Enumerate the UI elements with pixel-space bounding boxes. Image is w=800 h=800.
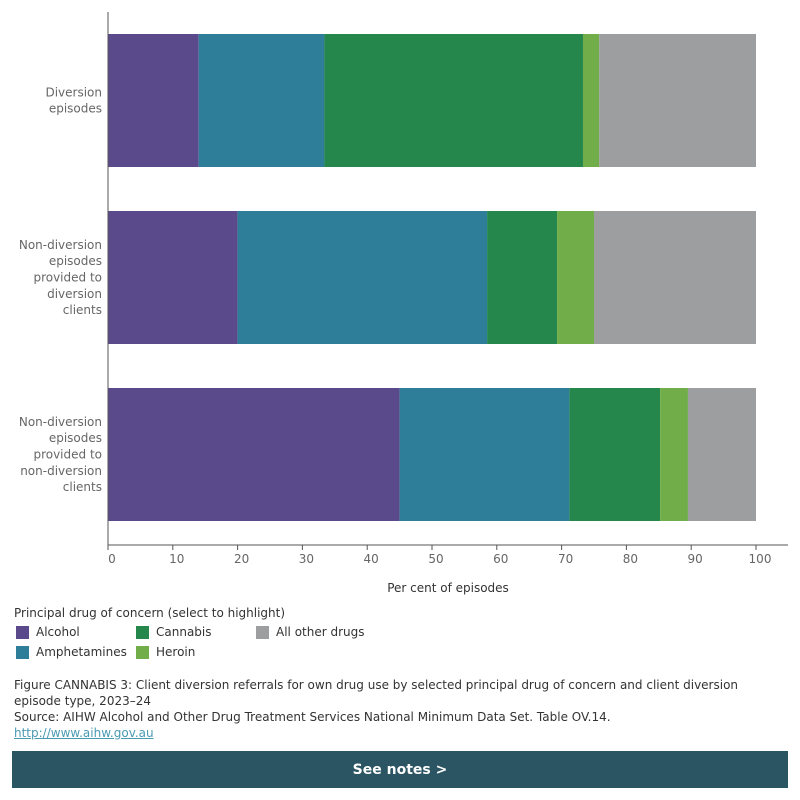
x-axis-title: Per cent of episodes: [387, 581, 509, 595]
category-labels: Diversion episodes Non-diversion episodes pr…: [19, 85, 102, 494]
source-link[interactable]: http://www.aihw.gov.au: [14, 726, 154, 740]
bar-segment-alcohol-1[interactable]: [108, 34, 199, 167]
x-tick-label-90: 90: [688, 552, 703, 566]
bars-group: [108, 34, 756, 521]
see-notes-button[interactable]: See notes >: [12, 751, 788, 788]
legend-item-heroin[interactable]: Heroin: [136, 645, 195, 659]
legend-swatch-heroin: [136, 646, 149, 659]
figure-caption: Figure CANNABIS 3: Client diversion refe…: [14, 677, 784, 741]
legend-swatch-cannabis: [136, 626, 149, 639]
category-label-1: Diversion episodes: [45, 85, 102, 115]
x-tick-label-80: 80: [623, 552, 638, 566]
bar-segment-cannabis-1[interactable]: [324, 34, 583, 167]
legend-item-all-other-drugs[interactable]: All other drugs: [256, 625, 365, 639]
legend-title: Principal drug of concern (select to hig…: [14, 606, 285, 620]
legend-item-amphetamines[interactable]: Amphetamines: [16, 645, 127, 659]
x-tick-label-30: 30: [299, 552, 314, 566]
legend-item-alcohol[interactable]: Alcohol: [16, 625, 80, 639]
x-axis-ticks: 0 10 20 30 40 50 60 70 80 90 100: [108, 545, 771, 566]
category-label-3: Non-diversion episodes provided to non-dive…: [19, 415, 102, 494]
bar-segment-amphetamines-3[interactable]: [400, 388, 570, 521]
bar-segment-cannabis-3[interactable]: [569, 388, 660, 521]
x-tick-label-50: 50: [428, 552, 443, 566]
bar-segment-cannabis-2[interactable]: [487, 211, 557, 344]
bar-segment-heroin-2[interactable]: [557, 211, 594, 344]
legend-item-cannabis[interactable]: Cannabis: [136, 625, 212, 639]
legend-label-alcohol: Alcohol: [36, 625, 80, 639]
stacked-bar-chart: Diversion episodes Non-diversion episodes pr…: [0, 0, 800, 600]
bar-segment-all-other-drugs-1[interactable]: [599, 34, 756, 167]
legend-label-cannabis: Cannabis: [156, 625, 212, 639]
legend-swatch-all-other-drugs: [256, 626, 269, 639]
figure-source: Source: AIHW Alcohol and Other Drug Trea…: [14, 709, 784, 725]
bar-segment-alcohol-2[interactable]: [108, 211, 238, 344]
legend-label-amphetamines: Amphetamines: [36, 645, 127, 659]
figure-title: Figure CANNABIS 3: Client diversion refe…: [14, 677, 784, 709]
legend-label-heroin: Heroin: [156, 645, 195, 659]
legend-swatch-amphetamines: [16, 646, 29, 659]
legend: Principal drug of concern (select to hig…: [14, 606, 434, 664]
legend-label-all-other-drugs: All other drugs: [276, 625, 365, 639]
bar-segment-all-other-drugs-2[interactable]: [594, 211, 756, 344]
bar-segment-heroin-3[interactable]: [660, 388, 688, 521]
x-tick-label-70: 70: [558, 552, 573, 566]
bar-segment-alcohol-3[interactable]: [108, 388, 400, 521]
x-tick-label-20: 20: [234, 552, 249, 566]
x-tick-label-100: 100: [749, 552, 772, 566]
x-tick-label-60: 60: [493, 552, 508, 566]
bar-segment-amphetamines-2[interactable]: [238, 211, 487, 344]
x-tick-label-40: 40: [364, 552, 379, 566]
x-tick-label-10: 10: [169, 552, 184, 566]
bar-segment-all-other-drugs-3[interactable]: [688, 388, 756, 521]
bar-segment-amphetamines-1[interactable]: [199, 34, 325, 167]
bar-segment-heroin-1[interactable]: [583, 34, 599, 167]
x-tick-label-0: 0: [108, 552, 116, 566]
legend-swatch-alcohol: [16, 626, 29, 639]
category-label-2: Non-diversion episodes provided to diversio…: [19, 238, 102, 317]
